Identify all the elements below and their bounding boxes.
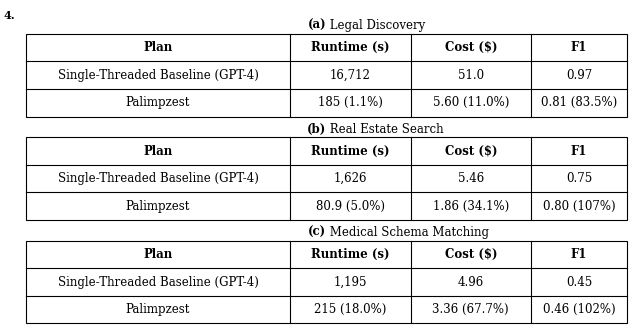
Text: 3.36 (67.7%): 3.36 (67.7%) xyxy=(433,303,509,316)
Text: 215 (18.0%): 215 (18.0%) xyxy=(314,303,387,316)
Text: 51.0: 51.0 xyxy=(458,69,484,82)
Text: 80.9 (5.0%): 80.9 (5.0%) xyxy=(316,200,385,213)
Text: Cost ($): Cost ($) xyxy=(445,145,497,157)
Text: Runtime (s): Runtime (s) xyxy=(311,248,390,261)
Text: Palimpzest: Palimpzest xyxy=(126,96,190,109)
Text: Legal Discovery: Legal Discovery xyxy=(326,19,426,32)
Text: Single-Threaded Baseline (GPT-4): Single-Threaded Baseline (GPT-4) xyxy=(58,69,259,82)
Text: 185 (1.1%): 185 (1.1%) xyxy=(318,96,383,109)
Text: 16,712: 16,712 xyxy=(330,69,371,82)
Text: Runtime (s): Runtime (s) xyxy=(311,145,390,157)
Text: F1: F1 xyxy=(571,145,588,157)
Text: F1: F1 xyxy=(571,41,588,54)
Text: 4.: 4. xyxy=(3,10,15,21)
Text: (c): (c) xyxy=(308,226,326,239)
Text: 0.81 (83.5%): 0.81 (83.5%) xyxy=(541,96,617,109)
Text: 0.45: 0.45 xyxy=(566,276,592,288)
Text: F1: F1 xyxy=(571,248,588,261)
Text: Single-Threaded Baseline (GPT-4): Single-Threaded Baseline (GPT-4) xyxy=(58,276,259,288)
Text: Runtime (s): Runtime (s) xyxy=(311,41,390,54)
Text: Single-Threaded Baseline (GPT-4): Single-Threaded Baseline (GPT-4) xyxy=(58,172,259,185)
Text: Cost ($): Cost ($) xyxy=(445,248,497,261)
Text: 0.97: 0.97 xyxy=(566,69,592,82)
Text: 0.46 (102%): 0.46 (102%) xyxy=(543,303,616,316)
Text: Plan: Plan xyxy=(143,248,173,261)
Text: 5.46: 5.46 xyxy=(458,172,484,185)
Text: 5.60 (11.0%): 5.60 (11.0%) xyxy=(433,96,509,109)
Text: (a): (a) xyxy=(308,19,326,32)
Text: Cost ($): Cost ($) xyxy=(445,41,497,54)
Text: Palimpzest: Palimpzest xyxy=(126,303,190,316)
Text: Real Estate Search: Real Estate Search xyxy=(326,122,444,136)
Text: Plan: Plan xyxy=(143,41,173,54)
Text: 4.96: 4.96 xyxy=(458,276,484,288)
Text: Plan: Plan xyxy=(143,145,173,157)
Text: 1,195: 1,195 xyxy=(333,276,367,288)
Text: 0.80 (107%): 0.80 (107%) xyxy=(543,200,616,213)
Text: Medical Schema Matching: Medical Schema Matching xyxy=(326,226,490,239)
Text: 1.86 (34.1%): 1.86 (34.1%) xyxy=(433,200,509,213)
Text: (b): (b) xyxy=(307,122,326,136)
Text: Palimpzest: Palimpzest xyxy=(126,200,190,213)
Text: 0.75: 0.75 xyxy=(566,172,592,185)
Text: 1,626: 1,626 xyxy=(333,172,367,185)
